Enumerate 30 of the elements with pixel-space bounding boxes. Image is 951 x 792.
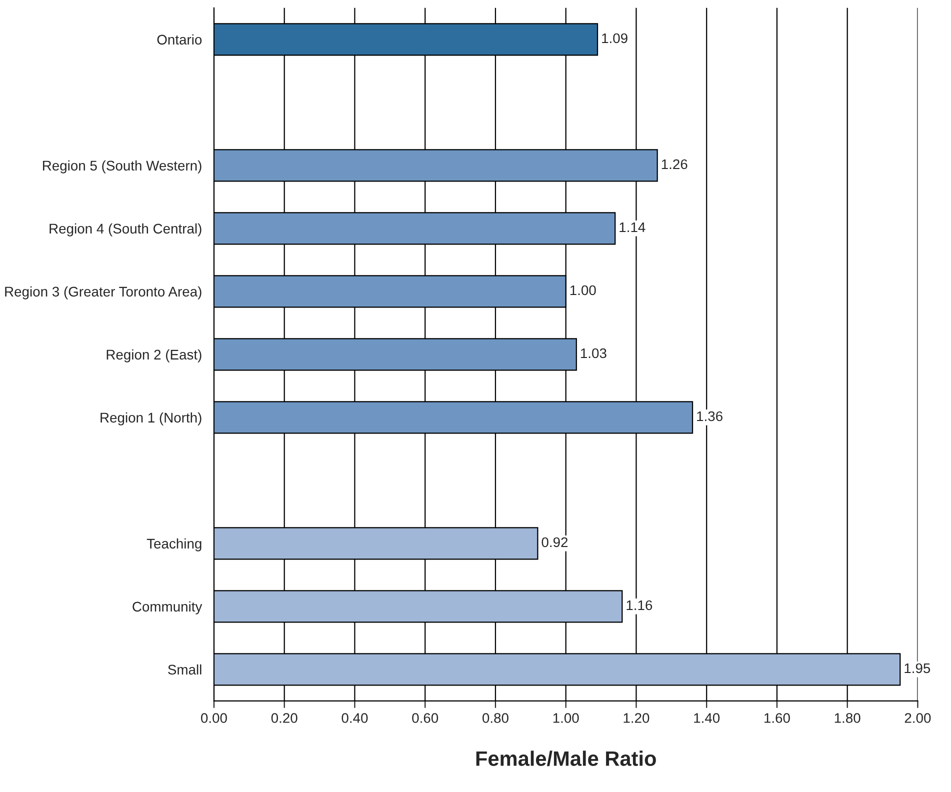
x-tick-label: 0.20: [271, 713, 298, 723]
x-tick-label: 1.40: [694, 713, 720, 723]
x-tick-label: 0.80: [482, 713, 508, 723]
y-tick-label: Ontario: [157, 34, 202, 45]
data-label: 1.36: [697, 411, 722, 422]
y-tick-label: Teaching: [146, 538, 202, 552]
data-label: 0.92: [542, 537, 568, 548]
x-tick-label: 0.40: [342, 713, 368, 723]
x-tick-label: 2.00: [904, 713, 931, 723]
y-tick-label: Region 1 (North): [100, 412, 202, 426]
data-label: 1.26: [662, 159, 688, 170]
data-label: 1.00: [570, 285, 596, 296]
data-label: 1.14: [620, 222, 646, 232]
data-label: 1.03: [580, 348, 606, 358]
data-label: 1.95: [904, 663, 930, 674]
y-tick-label: Region 3 (Greater Toronto Area): [5, 286, 202, 300]
y-tick-label: Small: [168, 664, 202, 675]
x-tick-label: 1.20: [624, 713, 650, 723]
data-label: 1.09: [602, 33, 628, 44]
data-label: 1.16: [626, 600, 652, 610]
y-tick-label: Community: [132, 601, 202, 614]
x-tick-label: 1.60: [764, 713, 790, 723]
x-tick-label: 1.80: [834, 713, 860, 723]
x-axis-title: Female/Male Ratio: [476, 750, 656, 766]
y-tick-label: Region 2 (East): [106, 349, 202, 362]
y-tick-label: Region 4 (South Central): [50, 223, 202, 236]
y-tick-label: Region 5 (South Western): [42, 160, 202, 174]
x-tick-label: 1.00: [553, 713, 579, 723]
x-tick-label: 0.60: [412, 713, 438, 723]
x-tick-label: 0.00: [201, 713, 227, 723]
